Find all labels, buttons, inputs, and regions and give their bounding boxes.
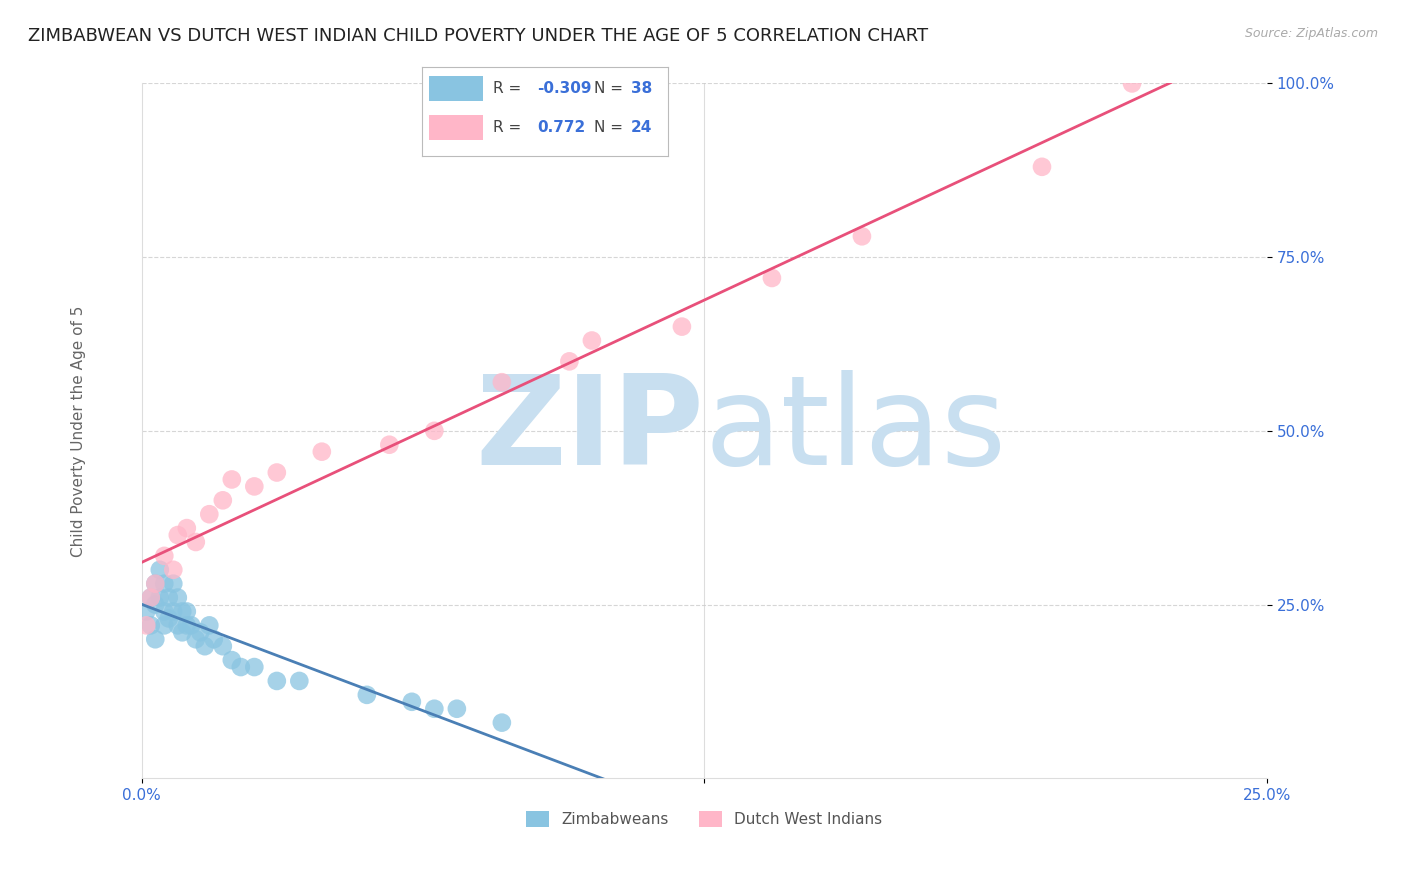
Point bbox=[149, 563, 172, 577]
Point bbox=[446, 702, 468, 716]
Point bbox=[143, 632, 166, 647]
Point bbox=[266, 466, 288, 480]
Point bbox=[221, 653, 243, 667]
Point bbox=[202, 632, 225, 647]
Point bbox=[188, 625, 211, 640]
Point bbox=[153, 576, 176, 591]
Text: ZIP: ZIP bbox=[475, 370, 704, 491]
Point bbox=[243, 479, 266, 493]
Point bbox=[166, 591, 188, 605]
Point bbox=[172, 605, 194, 619]
Bar bbox=[429, 76, 484, 101]
Point bbox=[198, 507, 221, 521]
Point bbox=[229, 660, 252, 674]
Point bbox=[139, 618, 162, 632]
Text: atlas: atlas bbox=[704, 370, 1007, 491]
Point bbox=[558, 354, 581, 368]
Point bbox=[671, 319, 693, 334]
Point bbox=[401, 695, 423, 709]
Bar bbox=[429, 115, 484, 140]
Text: -0.309: -0.309 bbox=[537, 81, 592, 95]
Point bbox=[423, 702, 446, 716]
Text: Source: ZipAtlas.com: Source: ZipAtlas.com bbox=[1244, 27, 1378, 40]
Point bbox=[143, 576, 166, 591]
Point bbox=[378, 438, 401, 452]
Point bbox=[851, 229, 873, 244]
Point bbox=[356, 688, 378, 702]
Point bbox=[139, 591, 162, 605]
Text: 0.772: 0.772 bbox=[537, 120, 586, 135]
Point bbox=[211, 493, 233, 508]
Point bbox=[176, 605, 198, 619]
Text: N =: N = bbox=[593, 120, 628, 135]
Text: 24: 24 bbox=[631, 120, 652, 135]
Point bbox=[194, 639, 217, 653]
Text: R =: R = bbox=[494, 120, 526, 135]
Point bbox=[135, 618, 157, 632]
Point bbox=[162, 563, 184, 577]
Point bbox=[180, 618, 202, 632]
Point bbox=[581, 334, 603, 348]
Point bbox=[143, 598, 166, 612]
Point bbox=[243, 660, 266, 674]
Point bbox=[176, 521, 198, 535]
Point bbox=[157, 611, 180, 625]
Point bbox=[162, 605, 184, 619]
Text: ZIMBABWEAN VS DUTCH WEST INDIAN CHILD POVERTY UNDER THE AGE OF 5 CORRELATION CHA: ZIMBABWEAN VS DUTCH WEST INDIAN CHILD PO… bbox=[28, 27, 928, 45]
Point bbox=[266, 673, 288, 688]
Point bbox=[761, 271, 783, 285]
Y-axis label: Child Poverty Under the Age of 5: Child Poverty Under the Age of 5 bbox=[72, 305, 86, 557]
Point bbox=[172, 625, 194, 640]
Point bbox=[143, 576, 166, 591]
Point bbox=[198, 618, 221, 632]
Point bbox=[1121, 77, 1143, 91]
Point bbox=[184, 535, 207, 549]
Point bbox=[311, 444, 333, 458]
Point bbox=[211, 639, 233, 653]
Point bbox=[1031, 160, 1053, 174]
Text: 38: 38 bbox=[631, 81, 652, 95]
Point bbox=[184, 632, 207, 647]
Point bbox=[149, 591, 172, 605]
Point bbox=[423, 424, 446, 438]
Point bbox=[166, 618, 188, 632]
Text: R =: R = bbox=[494, 81, 526, 95]
Point bbox=[162, 576, 184, 591]
Point bbox=[221, 473, 243, 487]
Point bbox=[153, 605, 176, 619]
Point bbox=[157, 591, 180, 605]
Point bbox=[166, 528, 188, 542]
Point bbox=[491, 715, 513, 730]
Point bbox=[139, 591, 162, 605]
Point bbox=[135, 605, 157, 619]
Text: N =: N = bbox=[593, 81, 628, 95]
Legend: Zimbabweans, Dutch West Indians: Zimbabweans, Dutch West Indians bbox=[520, 805, 889, 833]
Point bbox=[176, 618, 198, 632]
Point bbox=[153, 618, 176, 632]
Point bbox=[288, 673, 311, 688]
Point bbox=[153, 549, 176, 563]
Point bbox=[491, 375, 513, 389]
